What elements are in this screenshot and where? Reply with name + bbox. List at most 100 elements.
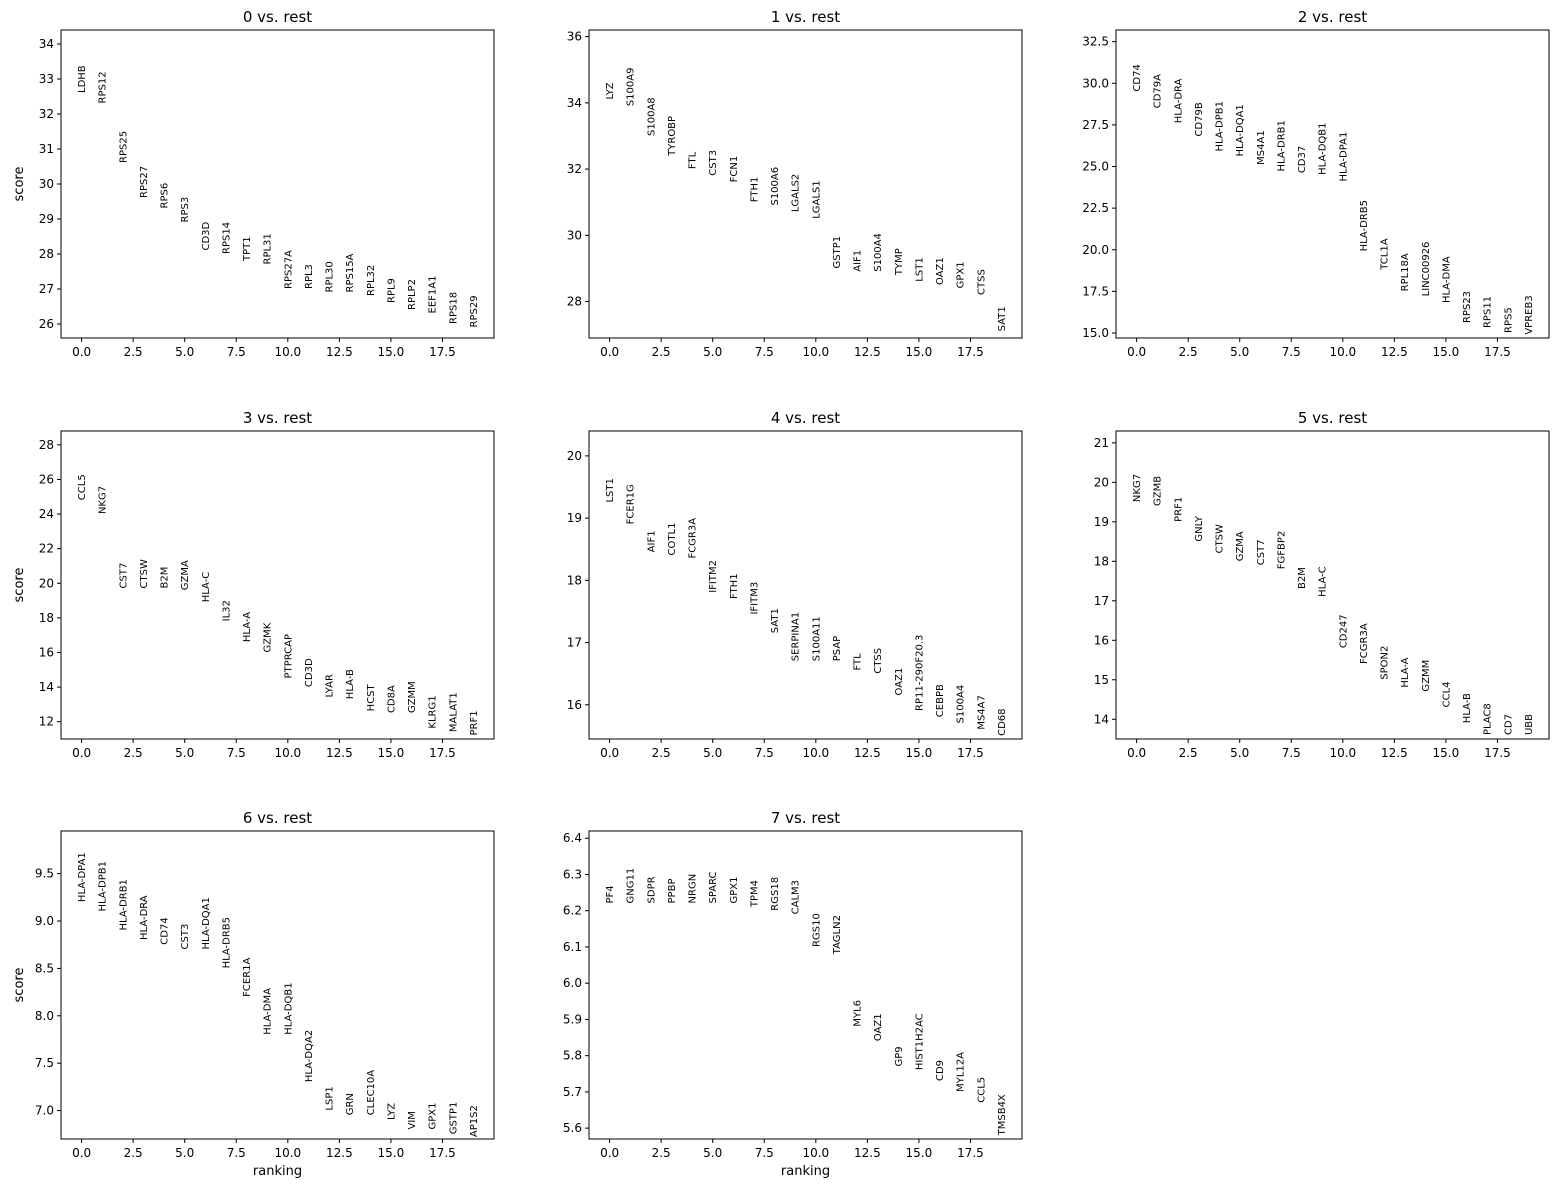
gene-label: CD79B (1194, 102, 1205, 136)
gene-label: GRN (345, 1093, 356, 1115)
x-tick-label: 10.0 (274, 746, 301, 760)
gene-label: CLEC10A (366, 1070, 377, 1116)
gene-label: MYL12A (956, 1052, 967, 1092)
y-tick-label: 8.0 (35, 1009, 54, 1023)
gene-label: GPX1 (956, 261, 967, 288)
y-tick-label: 25.0 (1082, 160, 1109, 174)
gene-label: CD79A (1153, 74, 1164, 108)
gene-label: HLA-DRB5 (221, 917, 232, 968)
gene-label: RGS18 (770, 877, 781, 911)
x-tick-label: 5.0 (175, 746, 194, 760)
x-tick-label: 2.5 (124, 345, 143, 359)
gene-label: KLRG1 (428, 695, 439, 728)
gene-label: FCN1 (729, 156, 740, 183)
x-tick-label: 15.0 (378, 746, 405, 760)
x-tick-label: 5.0 (703, 1146, 722, 1160)
gene-label: RPL18A (1400, 253, 1411, 291)
gene-label: GPX1 (428, 1103, 439, 1130)
x-tick-label: 0.0 (600, 1146, 619, 1160)
y-tick-label: 28 (39, 247, 54, 261)
gene-label: GPX1 (729, 876, 740, 903)
gene-label: CTSW (139, 559, 150, 588)
gene-label: RPS23 (1462, 291, 1473, 323)
gene-label: OAZ1 (935, 257, 946, 285)
y-tick-label: 9.5 (35, 867, 54, 881)
gene-label: HCST (366, 683, 377, 711)
gene-label: HLA-DRA (1173, 78, 1184, 123)
axes-frame (1115, 430, 1550, 740)
gene-label: VPREB3 (1524, 295, 1535, 334)
gene-label: HLA-DQA1 (201, 897, 212, 949)
gene-label: GZMB (1153, 476, 1164, 506)
gene-label: RPS25 (118, 131, 129, 163)
y-tick-label: 32 (567, 162, 582, 176)
gene-label: PTPRCAP (283, 634, 294, 678)
gene-label: RPL32 (366, 265, 377, 296)
gene-label: HLA-DPB1 (98, 861, 109, 912)
gene-label: GZMK (263, 622, 274, 652)
gene-label: FCER1A (242, 957, 253, 996)
panel-title: 3 vs. rest (243, 409, 312, 427)
y-tick-label: 29 (39, 212, 54, 226)
gene-label: RPL9 (386, 278, 397, 303)
gene-label: HLA-DRB5 (1359, 200, 1370, 251)
y-tick-label: 19 (567, 511, 582, 525)
gene-label: CD3D (201, 221, 212, 250)
gene-label: GSTP1 (448, 1102, 459, 1135)
gene-label: S100A9 (626, 68, 637, 107)
gene-label: CST3 (708, 150, 719, 176)
gene-label: TMSB4X (997, 1094, 1008, 1136)
axes-frame (588, 29, 1023, 339)
y-tick-label: 17 (567, 636, 582, 650)
gene-label: HLA-C (201, 572, 212, 603)
x-tick-label: 17.5 (1484, 746, 1511, 760)
x-tick-label: 12.5 (326, 1146, 353, 1160)
gene-label: LDHB (77, 65, 88, 93)
gene-label: CTSW (1215, 524, 1226, 553)
gene-label: HLA-DPA1 (1338, 132, 1349, 182)
y-tick-label: 6.3 (563, 867, 582, 881)
x-tick-label: 2.5 (1179, 746, 1198, 760)
y-axis-label: score (12, 568, 27, 603)
y-tick-label: 26 (39, 317, 54, 331)
y-tick-label: 21 (1094, 436, 1109, 450)
gene-label: CD247 (1338, 614, 1349, 648)
x-tick-label: 10.0 (274, 1146, 301, 1160)
x-tick-label: 0.0 (1127, 345, 1146, 359)
x-tick-label: 2.5 (124, 746, 143, 760)
y-tick-label: 28 (567, 295, 582, 309)
gene-label: FCGR3A (1359, 623, 1370, 664)
gene-label: RPLP2 (407, 279, 418, 310)
x-axis-label: ranking (253, 1164, 302, 1179)
gene-label: CD68 (997, 708, 1008, 735)
x-tick-label: 17.5 (429, 1146, 456, 1160)
gene-label: CST3 (180, 924, 191, 950)
gene-label: CCL5 (77, 474, 88, 500)
gene-label: HLA-B (345, 669, 356, 699)
y-tick-label: 30.0 (1082, 76, 1109, 90)
gene-label: RPS27 (139, 166, 150, 198)
x-tick-label: 15.0 (1433, 746, 1460, 760)
y-tick-label: 14 (39, 680, 54, 694)
gene-label: SPON2 (1380, 646, 1391, 680)
gene-label: SERPINA1 (791, 612, 802, 661)
y-tick-label: 20 (1094, 475, 1109, 489)
gene-label: S100A8 (646, 97, 657, 136)
gene-label: RPS6 (160, 183, 171, 209)
gene-label: CD74 (160, 917, 171, 944)
panel-3: 3 vs. rest 0.0 2.5 5.0 7.5 10.0 12.5 15.0 17.5 12… (12, 409, 495, 760)
x-tick-label: 7.5 (755, 345, 774, 359)
gene-label: CCL4 (1441, 682, 1452, 708)
gene-label: RPL3 (304, 264, 315, 289)
gene-label: GP9 (894, 1046, 905, 1066)
gene-label: FCER1G (626, 484, 637, 524)
y-tick-label: 26 (39, 472, 54, 486)
panel-title: 4 vs. rest (771, 409, 840, 427)
x-tick-label: 5.0 (1230, 345, 1249, 359)
x-tick-label: 12.5 (854, 345, 881, 359)
panel-6: 6 vs. rest 0.0 2.5 5.0 7.5 10.0 12.5 15.0 17.5 7.… (12, 809, 495, 1179)
gene-label: EEF1A1 (428, 276, 439, 314)
x-tick-label: 12.5 (854, 746, 881, 760)
gene-label: PRF1 (1173, 497, 1184, 522)
y-tick-label: 18 (567, 573, 582, 587)
